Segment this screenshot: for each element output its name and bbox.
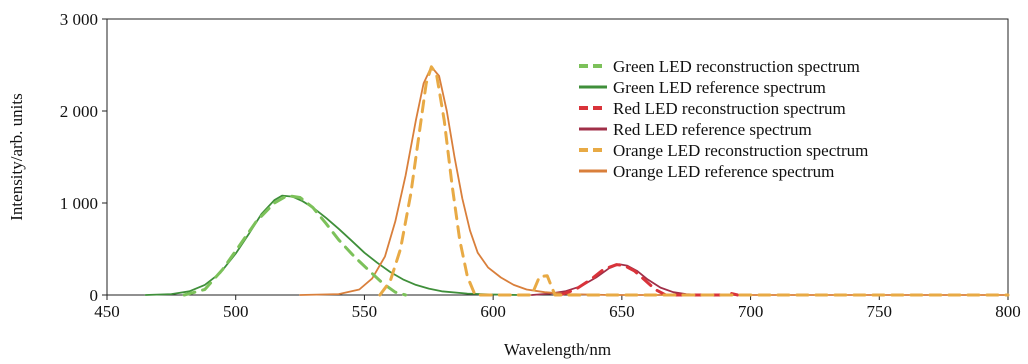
series-line-1 <box>182 194 408 297</box>
y-tick-label: 1 000 <box>60 194 98 213</box>
legend-label-4: Red LED reference spectrum <box>613 120 812 139</box>
x-tick-label: 550 <box>352 302 378 321</box>
plot-frame <box>106 18 1009 296</box>
y-axis-title: Intensity/arb. units <box>7 93 26 220</box>
x-axis-title: Wavelength/nm <box>504 340 611 359</box>
legend-label-2: Green LED reference spectrum <box>613 78 826 97</box>
series-line-5 <box>378 65 1010 297</box>
x-tick-label: 500 <box>223 302 249 321</box>
legend-label-3: Red LED reconstruction spectrum <box>613 99 846 118</box>
x-tick-label: 800 <box>995 302 1021 321</box>
series-line-6 <box>299 65 1009 296</box>
x-tick-label: 600 <box>480 302 506 321</box>
x-tick-label: 450 <box>94 302 120 321</box>
series-line-4 <box>530 263 706 296</box>
legend-label-6: Orange LED reference spectrum <box>613 162 834 181</box>
series-line-2 <box>144 194 520 296</box>
legend-label-1: Green LED reconstruction spectrum <box>613 57 860 76</box>
y-tick-label: 3 000 <box>60 10 98 29</box>
y-tick-label: 0 <box>90 286 99 305</box>
x-tick-label: 750 <box>867 302 893 321</box>
x-tick-label: 700 <box>738 302 764 321</box>
y-tick-label: 2 000 <box>60 102 98 121</box>
x-tick-label: 650 <box>609 302 635 321</box>
legend-label-5: Orange LED reconstruction spectrum <box>613 141 868 160</box>
